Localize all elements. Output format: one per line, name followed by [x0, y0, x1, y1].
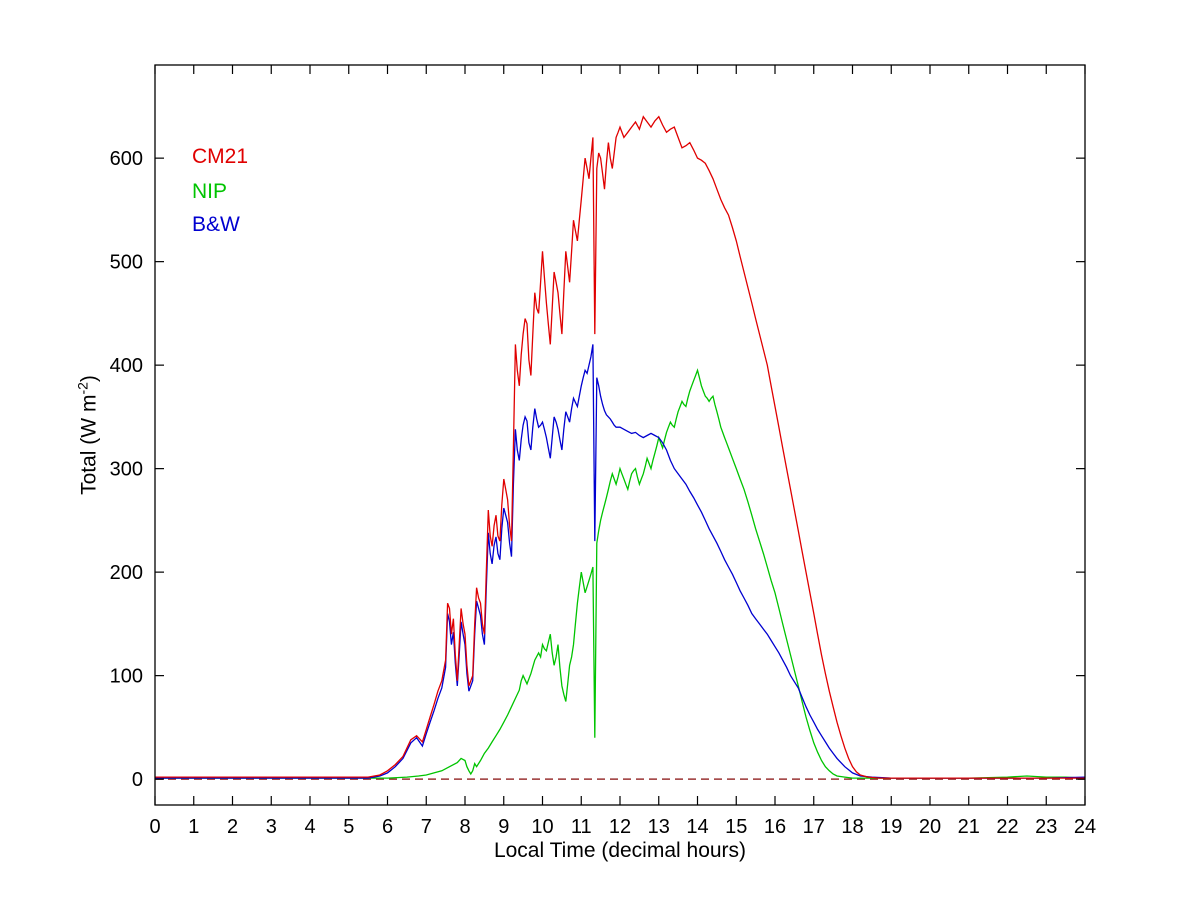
legend-label-cm21: CM21	[192, 145, 249, 168]
x-tick-label: 0	[149, 816, 160, 838]
y-tick-label: 100	[110, 666, 143, 688]
legend-label-bw: B&W	[192, 213, 240, 236]
y-tick-label: 600	[110, 148, 143, 170]
x-tick-label: 12	[609, 816, 631, 838]
y-tick-label: 0	[132, 769, 143, 791]
x-tick-label: 22	[996, 816, 1018, 838]
x-tick-label: 19	[880, 816, 902, 838]
x-tick-label: 1	[188, 816, 199, 838]
y-tick-label: 500	[110, 252, 143, 274]
y-tick-label: 400	[110, 355, 143, 377]
x-tick-label: 2	[227, 816, 238, 838]
y-tick-label: 300	[110, 459, 143, 481]
x-tick-label: 15	[725, 816, 747, 838]
x-tick-label: 18	[841, 816, 863, 838]
x-tick-label: 16	[764, 816, 786, 838]
y-tick-label: 200	[110, 562, 143, 584]
x-tick-label: 17	[803, 816, 825, 838]
x-tick-label: 5	[343, 816, 354, 838]
y-axis-label: Total (W m-2)	[75, 375, 102, 495]
x-tick-label: 14	[686, 816, 708, 838]
x-tick-label: 23	[1035, 816, 1057, 838]
x-tick-label: 8	[459, 816, 470, 838]
x-tick-label: 20	[919, 816, 941, 838]
x-tick-label: 9	[498, 816, 509, 838]
x-tick-label: 6	[382, 816, 393, 838]
y-axis-label-text: Total (W m	[77, 394, 101, 495]
x-tick-label: 11	[571, 816, 592, 838]
axes-box	[154, 64, 1086, 806]
x-tick-label: 3	[266, 816, 277, 838]
x-tick-label: 21	[958, 816, 980, 838]
series-line-cm21	[155, 115, 1085, 779]
series-line-bw	[155, 344, 1086, 779]
x-tick-label: 4	[304, 816, 315, 838]
series-line-nip	[155, 368, 1086, 779]
y-axis-label-close: )	[77, 375, 101, 383]
x-tick-label: 24	[1074, 816, 1096, 838]
x-tick-label: 7	[421, 816, 432, 838]
x-tick-label: 13	[648, 816, 670, 838]
x-axis-label: Local Time (decimal hours)	[493, 839, 747, 862]
legend-label-nip: NIP	[192, 180, 228, 203]
y-axis-label-exponent: -2	[74, 382, 91, 395]
x-tick-label: 10	[531, 816, 553, 838]
